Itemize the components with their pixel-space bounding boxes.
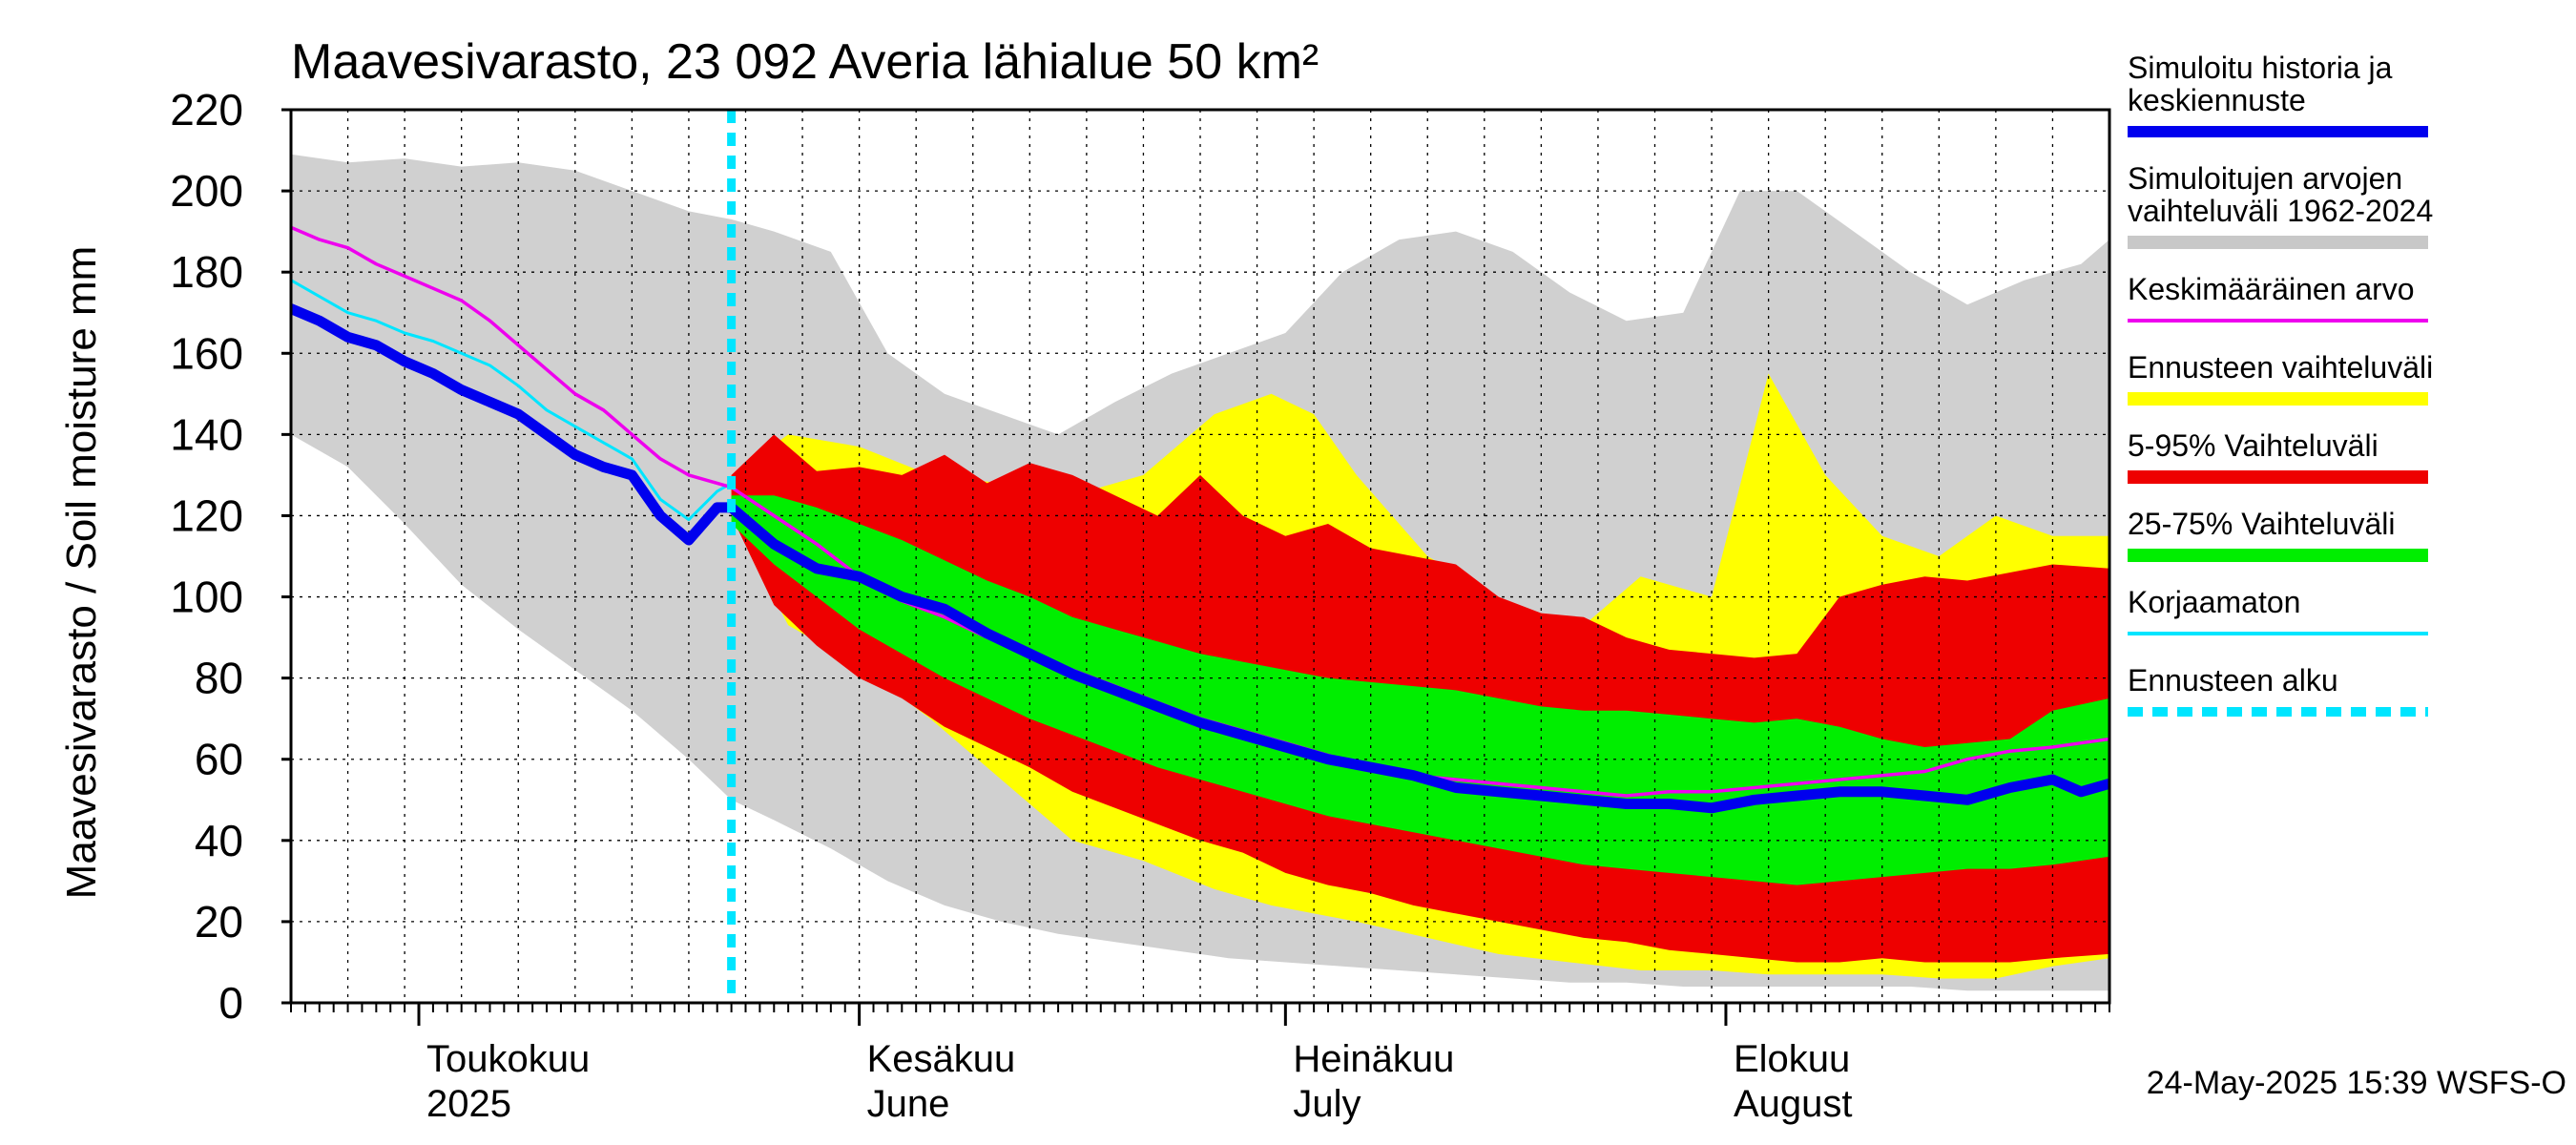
footer-timestamp: 24-May-2025 15:39 WSFS-O [2147, 1065, 2566, 1101]
simulated-median-line [291, 303, 2109, 814]
chart-title: Maavesivarasto, 23 092 Averia lähialue 5… [291, 34, 1319, 90]
legend-label: Simuloitu historia ja [2128, 51, 2393, 85]
y-tick-label: 20 [195, 897, 243, 947]
y-tick-label: 80 [195, 654, 243, 703]
y-tick-label: 120 [170, 490, 243, 540]
y-tick-label: 180 [170, 247, 243, 297]
x-month-label: Elokuu [1734, 1038, 1850, 1080]
legend-label: 5-95% Vaihteluväli [2128, 428, 2379, 463]
legend-label-line2: vaihteluväli 1962-2024 [2128, 194, 2433, 228]
y-tick-label: 60 [195, 735, 243, 784]
uncorrected-line [291, 279, 734, 522]
legend-label: Simuloitujen arvojen [2128, 161, 2402, 196]
y-tick-label: 0 [218, 978, 243, 1028]
x-month-sublabel: June [867, 1083, 950, 1125]
y-axis-label: Maavesivarasto / Soil moisture mm [58, 246, 105, 900]
legend-label: Ennusteen alku [2128, 663, 2338, 697]
legend-label: Keskimääräinen arvo [2128, 272, 2415, 306]
y-tick-label: 140 [170, 409, 243, 459]
x-month-sublabel: July [1293, 1083, 1361, 1125]
y-tick-label: 160 [170, 328, 243, 378]
plot-area [289, 108, 2111, 1005]
y-tick-label: 40 [195, 816, 243, 865]
x-month-label: Heinäkuu [1293, 1038, 1454, 1080]
x-month-label: Toukokuu [426, 1038, 590, 1080]
legend-label: Ennusteen vaihteluväli [2128, 350, 2433, 385]
legend-label-line2: keskiennuste [2128, 83, 2306, 117]
x-month-sublabel: August [1734, 1083, 1853, 1125]
y-tick-label: 200 [170, 166, 243, 216]
x-month-label: Kesäkuu [867, 1038, 1016, 1080]
legend-label: 25-75% Vaihteluväli [2128, 507, 2395, 541]
y-tick-label: 100 [170, 572, 243, 622]
x-month-sublabel: 2025 [426, 1083, 511, 1125]
y-tick-label: 220 [170, 85, 243, 135]
legend-label: Korjaamaton [2128, 585, 2300, 619]
